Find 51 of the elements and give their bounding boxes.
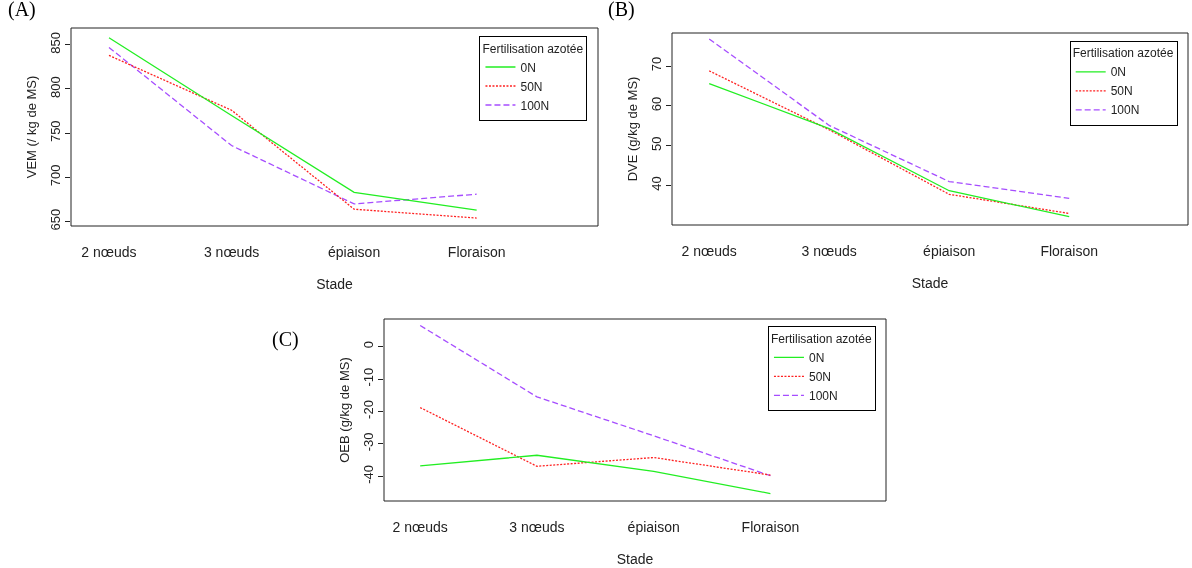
line-series bbox=[419, 406, 772, 476]
x-tick-label: 3 nœuds bbox=[801, 243, 857, 259]
legend-title: Fertilisation azotée bbox=[482, 41, 584, 56]
line-series bbox=[708, 38, 1070, 199]
y-axis-title: DVE (g/kg de MS) bbox=[624, 76, 640, 182]
legend-label: 50N bbox=[808, 370, 831, 385]
y-tick-label: 650 bbox=[47, 208, 63, 231]
x-tick-label: épiaison bbox=[627, 519, 680, 535]
x-axis-title: Stade bbox=[911, 275, 949, 292]
x-tick-label: épiaison bbox=[923, 243, 976, 259]
y-tick-label: -40 bbox=[360, 464, 376, 484]
x-axis-title: Stade bbox=[316, 276, 353, 293]
line-series bbox=[419, 324, 772, 477]
y-axis-title: OEB (g/kg de MS) bbox=[336, 357, 352, 463]
x-tick-label: Floraison bbox=[741, 519, 800, 535]
legend-label: 0N bbox=[1110, 65, 1127, 80]
y-tick-label: 60 bbox=[648, 96, 664, 112]
chart-title: (A) bbox=[8, 0, 36, 21]
legend-title: Fertilisation azotée bbox=[1072, 46, 1174, 61]
legend-label: 100N bbox=[520, 98, 550, 113]
legend-label: 50N bbox=[520, 79, 543, 94]
y-tick-label: 750 bbox=[47, 120, 63, 143]
x-tick-label: 2 nœuds bbox=[681, 243, 737, 259]
y-tick-label: -10 bbox=[360, 367, 376, 387]
text: (C) bbox=[272, 328, 299, 352]
y-tick-label: -20 bbox=[360, 400, 376, 419]
x-tick-label: 2 nœuds bbox=[81, 244, 137, 260]
x-tick-label: Floraison bbox=[1040, 243, 1098, 259]
legend-label: 0N bbox=[808, 351, 825, 366]
line-series bbox=[419, 454, 772, 495]
legend-title: Fertilisation azotée bbox=[770, 331, 872, 346]
x-axis-title: Stade bbox=[616, 551, 654, 568]
y-tick-label: 0 bbox=[360, 341, 376, 349]
legend-label: 100N bbox=[1110, 103, 1140, 118]
y-tick-label: 800 bbox=[47, 76, 63, 98]
chart-title: (B) bbox=[608, 0, 635, 21]
y-tick-label: 850 bbox=[47, 31, 63, 54]
y-tick-label: -30 bbox=[360, 432, 376, 452]
y-tick-label: 70 bbox=[648, 56, 664, 72]
x-tick-label: épiaison bbox=[328, 244, 381, 260]
legend-label: 0N bbox=[520, 60, 536, 75]
x-tick-label: Floraison bbox=[447, 244, 506, 260]
x-tick-label: 3 nœuds bbox=[203, 244, 260, 260]
y-tick-label: 700 bbox=[47, 164, 63, 187]
legend-label: 50N bbox=[1110, 84, 1133, 99]
legend-label: 100N bbox=[808, 389, 838, 404]
y-axis-title: VEM (/ kg de MS) bbox=[23, 75, 39, 179]
x-tick-label: 2 nœuds bbox=[392, 519, 448, 535]
y-tick-label: 40 bbox=[648, 176, 664, 191]
x-tick-label: 3 nœuds bbox=[509, 519, 565, 535]
y-tick-label: 50 bbox=[648, 136, 664, 152]
